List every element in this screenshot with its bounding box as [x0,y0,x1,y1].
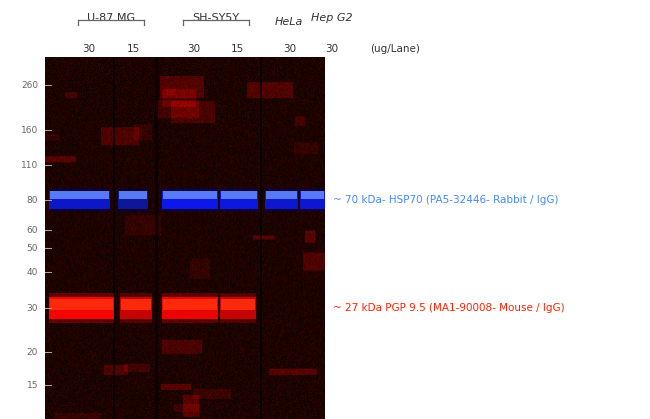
Bar [118,191,148,209]
Text: 40: 40 [27,267,38,277]
Bar [301,191,324,199]
Text: HeLa: HeLa [275,17,304,27]
Text: Hep G2: Hep G2 [311,13,352,23]
Text: 160: 160 [21,126,38,134]
Bar [49,297,114,319]
Bar [162,293,218,323]
Text: 80: 80 [27,196,38,204]
Text: 15: 15 [27,380,38,390]
Text: 15: 15 [231,44,244,54]
Bar [221,191,257,199]
Bar [163,299,217,310]
Bar [265,188,298,212]
Text: 260: 260 [21,80,38,90]
Bar [120,297,152,319]
Bar [162,191,218,209]
Bar [162,188,218,212]
Bar [300,188,325,212]
Bar [49,191,110,209]
Bar [162,297,218,319]
Text: 30: 30 [27,303,38,313]
Bar [220,191,258,209]
Text: 30: 30 [187,44,200,54]
Bar [220,297,256,319]
Text: 30: 30 [283,44,296,54]
Bar [50,299,113,310]
Text: (ug/Lane): (ug/Lane) [370,44,421,54]
Text: 20: 20 [27,347,38,357]
Bar [49,293,114,323]
Bar [50,191,109,199]
Bar [221,299,255,310]
Bar [120,293,152,323]
Bar [118,188,148,212]
Text: ~ 70 kDa- HSP70 (PA5-32446- Rabbit / IgG): ~ 70 kDa- HSP70 (PA5-32446- Rabbit / IgG… [333,195,558,205]
Bar [300,191,325,209]
Text: 30: 30 [83,44,96,54]
Bar [49,188,110,212]
Text: 60: 60 [27,225,38,235]
Text: 30: 30 [325,44,338,54]
Text: 50: 50 [27,243,38,253]
Bar [266,191,297,199]
Bar [121,299,151,310]
Text: ~ 27 kDa PGP 9.5 (MA1-90008- Mouse / IgG): ~ 27 kDa PGP 9.5 (MA1-90008- Mouse / IgG… [333,303,565,313]
Text: 110: 110 [21,160,38,170]
Text: SH-SY5Y: SH-SY5Y [192,13,239,23]
Text: U-87 MG: U-87 MG [87,13,135,23]
Bar [220,293,256,323]
Bar [119,191,147,199]
Bar [265,191,298,209]
Text: 15: 15 [127,44,140,54]
Bar [163,191,217,199]
Bar [220,188,258,212]
